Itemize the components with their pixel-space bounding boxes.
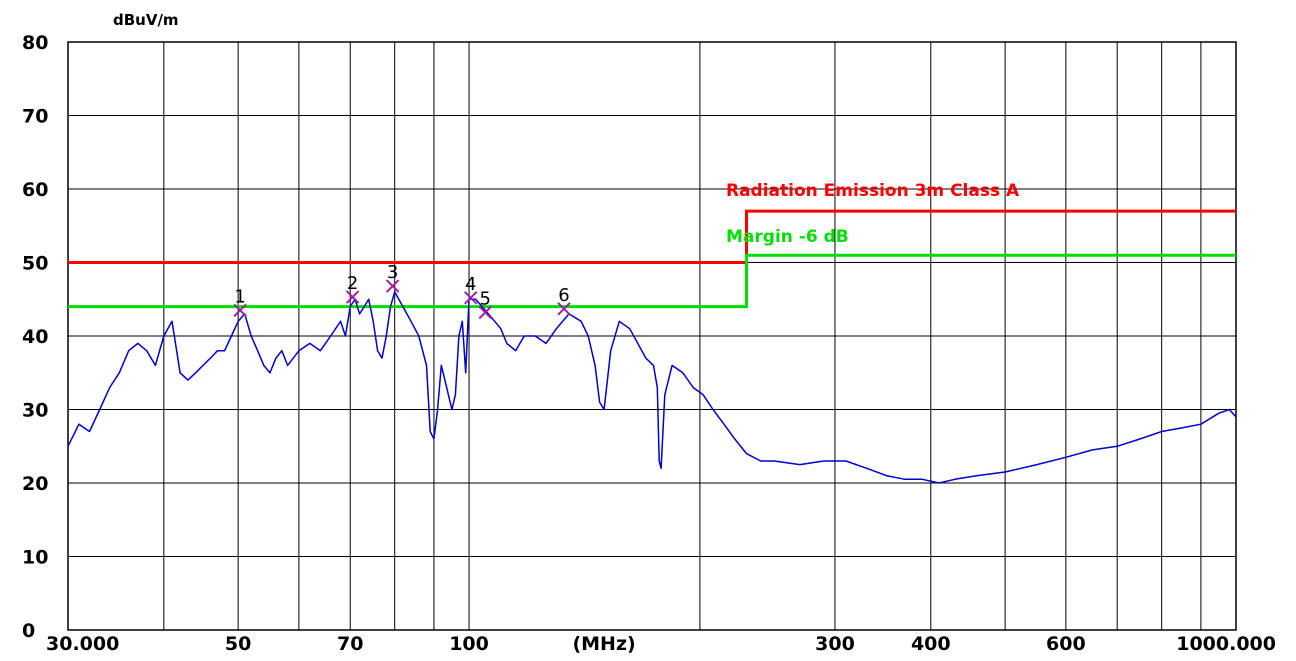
y-unit-label: dBuV/m: [113, 11, 179, 29]
y-tick-label: 20: [22, 473, 48, 495]
y-tick-label: 50: [22, 253, 48, 275]
y-tick-label: 40: [22, 326, 48, 348]
marker: 3: [385, 262, 400, 293]
marker: 1: [233, 286, 247, 317]
limit-line: [68, 253, 1236, 309]
marker-cross: [233, 303, 247, 317]
y-tick-labels: 0 10 20 30 40 50 60 70 80: [22, 32, 48, 642]
y-tick-label: 60: [22, 179, 48, 201]
marker-label: 6: [558, 285, 569, 306]
marker-label: 3: [387, 262, 398, 283]
x-tick-labels: 30.000 50 70 100 (MHz) 300 400 600 1000.000: [46, 633, 1276, 655]
marker-label: 1: [234, 286, 245, 307]
series-line: [67, 291, 1237, 484]
x-tick-label: (MHz): [572, 633, 635, 655]
marker: 2: [345, 273, 360, 304]
marker: 6: [557, 285, 571, 316]
legend: Radiation Emission 3m Class A Margin -6 d…: [726, 181, 1020, 247]
y-tick-label: 30: [22, 400, 48, 422]
x-tick-label: 100: [449, 633, 489, 655]
markers: 1 2 3 45 6: [233, 262, 571, 320]
grid: [67, 41, 1237, 631]
x-tick-label: 1000.000: [1176, 633, 1276, 655]
x-tick-label: 30.000: [46, 633, 119, 655]
x-tick-label: 50: [225, 633, 251, 655]
limit-lines: [68, 209, 1236, 309]
marker-cross: [385, 279, 400, 293]
marker-cross: [478, 305, 492, 320]
x-tick-label: 400: [911, 633, 951, 655]
x-tick-label: 70: [337, 633, 363, 655]
marker: 5: [478, 288, 492, 320]
marker-label: 5: [480, 288, 491, 309]
data-series: [67, 291, 1237, 484]
marker-cross: [557, 302, 571, 316]
limit-line: [68, 209, 1236, 264]
y-tick-label: 0: [22, 620, 35, 642]
plot-frame: [67, 41, 1237, 631]
marker-cross: [463, 291, 478, 305]
legend-entry: Margin -6 dB: [726, 227, 849, 247]
marker: 4: [463, 274, 478, 305]
y-tick-label: 80: [22, 32, 48, 54]
legend-entry: Radiation Emission 3m Class A: [726, 181, 1020, 201]
marker-label: 4: [465, 274, 476, 295]
marker-label: 2: [347, 273, 358, 294]
y-tick-label: 70: [22, 106, 48, 128]
y-tick-label: 10: [22, 547, 48, 569]
x-tick-label: 300: [815, 633, 855, 655]
marker-cross: [345, 290, 360, 304]
x-tick-label: 600: [1046, 633, 1086, 655]
